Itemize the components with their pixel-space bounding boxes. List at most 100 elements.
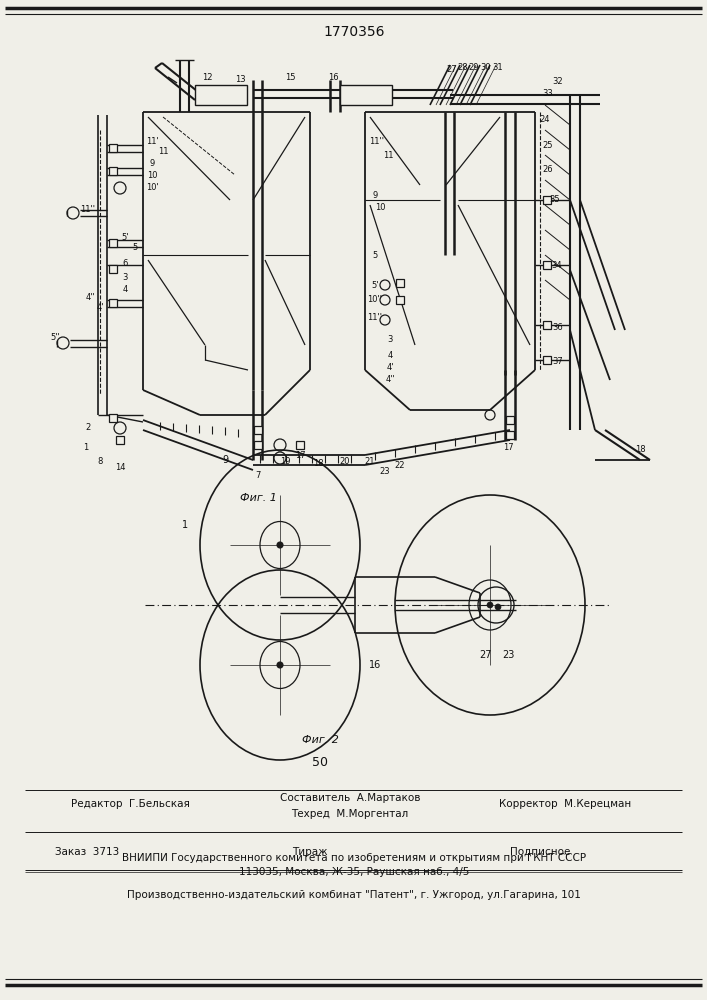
Bar (543, 261, 551, 269)
Text: Фиг. 1: Фиг. 1 (240, 493, 276, 503)
Bar (109, 265, 117, 273)
Text: 7: 7 (255, 472, 261, 481)
Text: 5: 5 (132, 242, 138, 251)
Text: 4: 4 (387, 351, 392, 360)
Text: 3: 3 (387, 336, 392, 344)
Circle shape (487, 602, 493, 608)
Text: 4: 4 (122, 286, 128, 294)
Text: 36: 36 (553, 324, 563, 332)
Bar (340, 85, 392, 105)
Text: 5': 5' (121, 233, 129, 242)
Text: 11: 11 (382, 150, 393, 159)
Text: 10: 10 (375, 202, 385, 212)
Text: 18: 18 (635, 446, 645, 454)
Text: 11': 11' (146, 137, 158, 146)
Text: 29: 29 (469, 62, 479, 72)
Text: Фиг. 2: Фиг. 2 (302, 735, 339, 745)
Text: ВНИИПИ Государственного комитета по изобретениям и открытиям при ГКНТ СССР: ВНИИПИ Государственного комитета по изоб… (122, 853, 586, 863)
Text: Заказ  3713: Заказ 3713 (55, 847, 119, 857)
Text: 25: 25 (543, 140, 554, 149)
Circle shape (495, 604, 501, 610)
Text: Тираж: Тираж (292, 847, 328, 857)
Text: 11: 11 (158, 147, 168, 156)
Text: 16: 16 (327, 74, 339, 83)
Bar (543, 356, 551, 364)
Bar (109, 239, 117, 247)
Text: 4'': 4'' (385, 375, 395, 384)
Text: 9: 9 (149, 159, 155, 168)
Text: 30: 30 (481, 62, 491, 72)
Text: 19: 19 (280, 458, 291, 466)
Text: 11'': 11'' (370, 137, 385, 146)
Text: 23: 23 (502, 650, 514, 660)
Text: 27: 27 (479, 650, 491, 660)
Text: 5': 5' (371, 280, 379, 290)
Text: Составитель  А.Мартаков: Составитель А.Мартаков (280, 793, 420, 803)
Text: 11'': 11'' (368, 314, 382, 322)
Text: 32: 32 (553, 78, 563, 87)
Bar (195, 85, 247, 105)
Text: 8: 8 (98, 458, 103, 466)
Text: 34: 34 (551, 260, 562, 269)
Circle shape (277, 662, 283, 668)
Text: 10'': 10'' (368, 296, 382, 304)
Text: Редактор  Г.Бельская: Редактор Г.Бельская (71, 799, 189, 809)
Bar (543, 321, 551, 329)
Text: 28: 28 (457, 64, 468, 73)
Text: Техред  М.Моргентал: Техред М.Моргентал (291, 809, 409, 819)
Text: 11'': 11'' (81, 206, 95, 215)
Text: 37: 37 (553, 358, 563, 366)
Text: 10': 10' (146, 184, 158, 192)
Bar (396, 296, 404, 304)
Text: 17: 17 (503, 444, 513, 452)
Text: 31: 31 (493, 64, 503, 73)
Text: Производственно-издательский комбинат "Патент", г. Ужгород, ул.Гагарина, 101: Производственно-издательский комбинат "П… (127, 890, 581, 900)
Text: Подписное: Подписное (510, 847, 570, 857)
Circle shape (277, 542, 283, 548)
Text: 1: 1 (182, 520, 188, 530)
Bar (506, 431, 514, 439)
Text: 9: 9 (222, 455, 228, 465)
Text: 33: 33 (543, 89, 554, 98)
Bar (543, 196, 551, 204)
Text: 4': 4' (96, 304, 104, 312)
Text: 22: 22 (395, 460, 405, 470)
Text: 5: 5 (373, 250, 378, 259)
Text: 23: 23 (380, 468, 390, 477)
Text: 10: 10 (147, 172, 157, 180)
Text: 26: 26 (543, 165, 554, 174)
Text: 24: 24 (539, 115, 550, 124)
Bar (109, 167, 117, 175)
Text: 27: 27 (447, 64, 457, 74)
Text: 2: 2 (86, 424, 90, 432)
Text: 15: 15 (285, 73, 296, 82)
Bar (396, 279, 404, 287)
Text: 3: 3 (122, 273, 128, 282)
Text: 17: 17 (295, 452, 305, 460)
Text: 1770356: 1770356 (323, 25, 385, 39)
Bar (109, 144, 117, 152)
Text: 6: 6 (122, 258, 128, 267)
Bar (254, 426, 262, 434)
Text: 20: 20 (340, 458, 350, 466)
Bar (254, 441, 262, 449)
Text: 14: 14 (115, 464, 125, 473)
Text: 13: 13 (235, 76, 245, 85)
Bar (109, 414, 117, 422)
Text: 35: 35 (549, 196, 561, 205)
Text: 113035, Москва, Ж-35, Раушская наб., 4/5: 113035, Москва, Ж-35, Раушская наб., 4/5 (239, 867, 469, 877)
Text: 1: 1 (83, 444, 88, 452)
Text: 18: 18 (312, 460, 323, 468)
Text: 21: 21 (365, 458, 375, 466)
Bar (296, 441, 304, 449)
Bar (109, 299, 117, 307)
Text: 4': 4' (386, 363, 394, 372)
Text: 12: 12 (201, 74, 212, 83)
Text: 50: 50 (312, 756, 328, 768)
Bar (506, 416, 514, 424)
Text: 16: 16 (369, 660, 381, 670)
Text: 9: 9 (373, 190, 378, 200)
Text: 5'': 5'' (50, 332, 60, 342)
Text: Корректор  М.Керецман: Корректор М.Керецман (499, 799, 631, 809)
Text: 4'': 4'' (85, 292, 95, 302)
